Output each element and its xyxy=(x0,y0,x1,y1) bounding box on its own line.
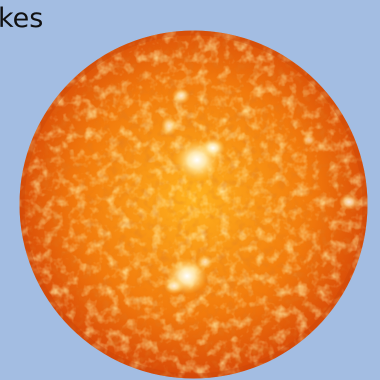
sun-disk-icon xyxy=(19,30,368,379)
sun-image xyxy=(19,30,368,379)
active-region-right xyxy=(302,134,359,210)
granulation-dark xyxy=(19,30,368,379)
active-region-upper xyxy=(161,88,225,180)
caption-text: kes xyxy=(0,3,44,34)
active-region-lower xyxy=(164,255,213,294)
